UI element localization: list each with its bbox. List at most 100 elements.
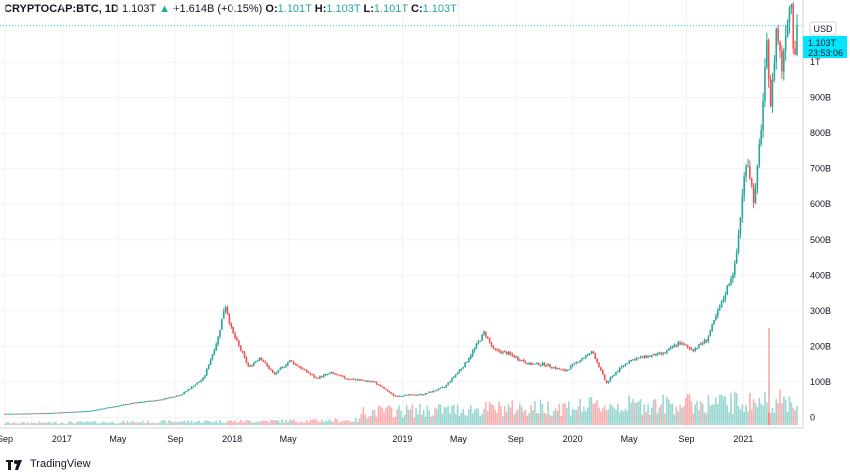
- volume-bar: [520, 406, 523, 425]
- candle-body: [234, 333, 236, 339]
- candle-body: [667, 348, 670, 351]
- candle-body: [311, 374, 314, 376]
- candle-body: [238, 340, 240, 346]
- y-tick-label: 400B: [810, 270, 831, 280]
- volume-bar: [664, 413, 666, 425]
- volume-bar: [758, 397, 761, 425]
- candle-body: [783, 50, 785, 72]
- candle-body: [585, 355, 587, 358]
- candle-body: [207, 365, 210, 369]
- candle-body: [558, 368, 561, 370]
- candle-body: [300, 367, 302, 369]
- candle-body: [351, 378, 353, 380]
- volume-bar: [483, 408, 485, 425]
- candle-body: [119, 405, 121, 407]
- candle-body: [494, 348, 497, 350]
- volume-bar: [192, 423, 195, 425]
- volume-bar: [717, 403, 719, 425]
- volume-bar: [9, 423, 12, 425]
- volume-bar: [366, 418, 368, 425]
- volume-bar: [464, 414, 466, 425]
- volume-bar: [162, 420, 165, 425]
- volume-bar: [722, 396, 725, 425]
- candle-body: [288, 360, 291, 363]
- candle-body: [626, 363, 629, 365]
- volume-bar: [718, 394, 721, 425]
- candle-body: [149, 400, 151, 402]
- candle-body: [385, 388, 387, 390]
- candle-body: [370, 381, 372, 383]
- volume-bar: [145, 422, 148, 425]
- price-axis[interactable]: USD 0 100B 200B 300B 400B 500B 600B 700B 800B 900…: [802, 0, 850, 428]
- candle-body: [483, 331, 485, 335]
- volume-bar: [239, 419, 242, 425]
- volume-bar: [547, 401, 549, 425]
- candle-body: [371, 381, 374, 383]
- volume-bar: [677, 411, 679, 425]
- volume-bar: [51, 423, 53, 425]
- volume-bar: [215, 420, 217, 425]
- volume-bar: [68, 421, 70, 425]
- candle-body: [145, 401, 148, 403]
- candle-body: [228, 314, 231, 324]
- volume-bar: [626, 410, 629, 425]
- candle-body: [741, 195, 744, 218]
- currency-badge[interactable]: [809, 21, 837, 36]
- candle-body: [383, 386, 385, 389]
- volume-bar: [577, 406, 580, 425]
- volume-bar: [294, 421, 297, 425]
- time-axis[interactable]: Sep 2017 May Sep 2018 May 2019 May Sep 2020 May Sep…: [0, 427, 803, 444]
- candle-body: [684, 344, 687, 346]
- candle-body: [30, 413, 33, 415]
- candle-body: [750, 178, 753, 185]
- candle-body: [426, 392, 429, 394]
- volume-bar: [773, 412, 776, 425]
- volume-bar: [371, 410, 374, 425]
- candle-body: [104, 408, 106, 410]
- volume-bar: [45, 423, 48, 425]
- candle-body: [573, 362, 576, 365]
- volume-bar: [436, 409, 438, 425]
- volume-bar: [115, 423, 118, 425]
- brand-name[interactable]: TradingView: [30, 458, 91, 470]
- volume-bar: [200, 422, 202, 425]
- y-tick-label: 700B: [810, 164, 831, 174]
- volume-bar: [364, 414, 366, 425]
- candle-body: [415, 394, 417, 396]
- volume-bar: [283, 422, 285, 425]
- volume-bar: [511, 400, 514, 425]
- volume-bar: [70, 421, 72, 425]
- candle-body: [709, 330, 712, 337]
- volume-bar: [632, 398, 634, 425]
- candle-body: [781, 50, 783, 72]
- volume-bar: [111, 421, 114, 425]
- volume-bar: [605, 410, 608, 425]
- volume-bar: [579, 398, 581, 425]
- candle-body: [394, 395, 397, 397]
- volume-bar: [598, 407, 600, 425]
- candle-body: [592, 351, 595, 354]
- candle-body: [588, 353, 591, 355]
- volume-bar: [390, 407, 393, 425]
- candle-body: [211, 354, 214, 360]
- candle-body: [590, 351, 593, 354]
- candle-body: [767, 40, 770, 80]
- price-chart[interactable]: USD 0 100B 200B 300B 400B 500B 600B 700B 800B 900…: [0, 0, 850, 450]
- candle-body: [688, 347, 691, 349]
- volume-bar: [458, 416, 461, 425]
- volume-bar: [447, 405, 449, 425]
- candle-body: [790, 4, 793, 9]
- volume-bar: [64, 423, 67, 425]
- volume-bar: [526, 415, 529, 425]
- volume-bar: [113, 423, 116, 425]
- candle-body: [762, 101, 764, 131]
- tradingview-logo-icon[interactable]: [6, 458, 24, 470]
- last-price: 1.103T: [121, 3, 157, 15]
- candle-body: [202, 377, 204, 381]
- candle-body: [683, 343, 685, 345]
- candle-body: [26, 413, 29, 415]
- candle-body: [722, 298, 725, 302]
- candle-body: [179, 395, 182, 397]
- volume-bar: [618, 412, 621, 425]
- volume-bar: [358, 418, 361, 425]
